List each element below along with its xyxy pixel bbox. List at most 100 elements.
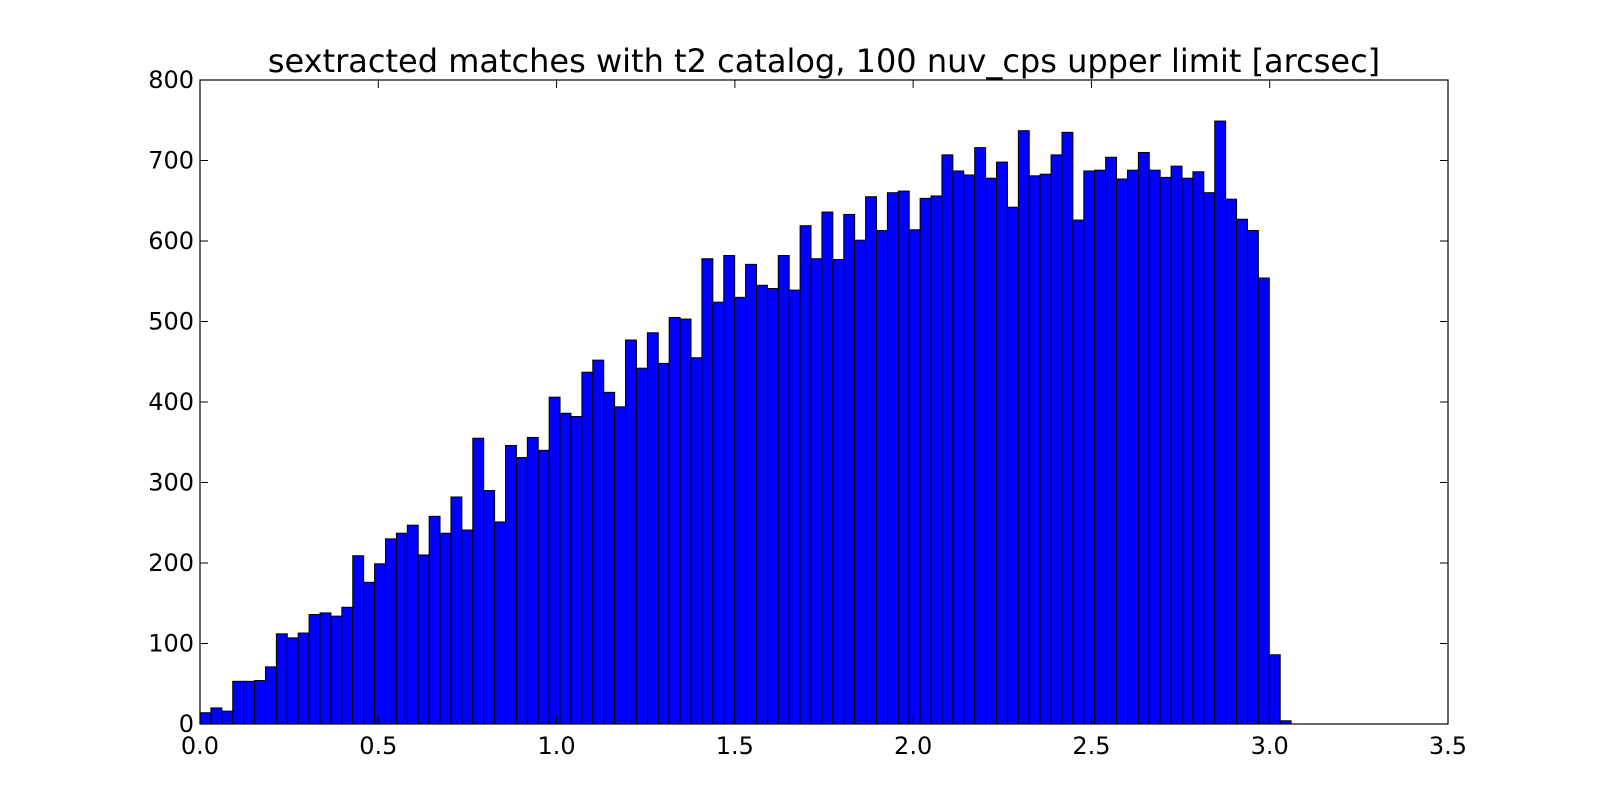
histogram-bar [199,712,212,725]
histogram-bar [210,707,223,725]
histogram-bar [286,637,299,725]
histogram-bar [1159,176,1172,725]
histogram-bar [799,225,812,725]
histogram-bar [1225,198,1238,725]
x-tick-label: 1.5 [716,732,754,760]
histogram-bar [930,195,943,725]
histogram-bar [886,192,899,725]
histogram-bar [646,332,659,725]
histogram-bar [734,296,747,725]
histogram-bar [832,259,845,725]
histogram-bar [974,147,987,725]
histogram-bar [701,258,714,725]
histogram-bar [897,190,910,725]
histogram-bar [254,680,266,725]
histogram-bar [1268,654,1281,725]
histogram-bar [581,371,594,725]
histogram-bar [614,406,627,725]
histogram-bar [1083,170,1096,725]
histogram-bar [723,254,736,725]
histogram-bar [330,615,343,725]
histogram-bar [788,289,801,725]
histogram-bar [548,396,561,725]
histogram-bar [843,213,856,725]
histogram-bar [1061,131,1074,725]
histogram-bar [1148,169,1161,725]
histogram-bar [854,239,867,725]
histogram-bar [319,612,332,725]
histogram-bar [690,357,703,725]
histogram-bar [461,529,474,725]
histogram-bar [592,359,605,725]
histogram-bar [428,515,441,725]
histogram-bar [745,263,757,725]
histogram-bar [1192,171,1205,725]
histogram-bar [559,412,572,725]
histogram-bar [603,391,616,725]
histogram-bar [712,301,725,725]
histogram-bar [777,254,790,725]
histogram-bar [1203,192,1216,725]
histogram-bar [810,258,823,725]
histogram-bar [1236,218,1248,725]
histogram-bar [494,521,507,725]
histogram-bar [1006,206,1019,725]
chart-title: sextracted matches with t2 catalog, 100 … [268,42,1380,80]
histogram-bar [985,177,998,725]
histogram-bar [941,154,954,725]
histogram-bar [755,284,768,725]
bars-group [199,120,1292,725]
y-tick-label: 100 [148,630,194,658]
histogram-bar [297,632,310,725]
histogram-bar [505,444,517,725]
histogram-bar [515,457,528,725]
x-tick-label: 1.0 [537,732,575,760]
y-tick-label: 0 [179,710,194,738]
x-tick-label: 3.5 [1429,732,1467,760]
histogram-bar [417,554,430,725]
histogram-bar [1214,120,1227,725]
histogram-bar [1116,178,1128,725]
histogram-bar [1072,219,1085,725]
histogram-bar [472,437,485,725]
histogram-bar [1050,154,1063,725]
histogram-bar [766,287,779,725]
histogram-bar [264,666,277,725]
histogram-bar [1039,173,1052,725]
histogram-bar [625,339,637,725]
histogram-bar [865,196,877,725]
histogram-bar [1181,177,1194,725]
histogram-bar [963,174,976,725]
histogram-bar [875,230,888,725]
histogram-bar [657,362,670,725]
histogram-bar [374,563,386,725]
histogram-bar [450,496,463,725]
histogram-bar [352,555,365,725]
histogram-bar [526,436,539,725]
histogram-bar [243,680,256,725]
histogram-bar [635,367,648,725]
histogram-bar [668,316,681,725]
y-tick-label: 800 [148,66,194,94]
histogram-bar [1257,277,1270,725]
x-tick-label: 0.5 [359,732,397,760]
y-tick-label: 200 [148,549,194,577]
histogram-bar [483,490,496,725]
histogram-bar [908,229,921,725]
plot-frame [199,79,1449,725]
y-tick-label: 600 [148,227,194,255]
x-tick-label: 2.0 [894,732,932,760]
x-tick-label: 3.0 [1251,732,1289,760]
histogram-bar [1094,169,1107,725]
histogram-bar [821,211,834,725]
histogram-bar [996,161,1008,725]
histogram-bar [679,318,692,725]
histogram-bar [395,532,408,725]
histogram-bar [1246,230,1259,725]
histogram-bar [1170,165,1183,725]
histogram-bar [537,449,550,725]
y-tick-label: 500 [148,308,194,336]
y-tick-label: 400 [148,388,194,416]
histogram-bar [570,415,583,725]
